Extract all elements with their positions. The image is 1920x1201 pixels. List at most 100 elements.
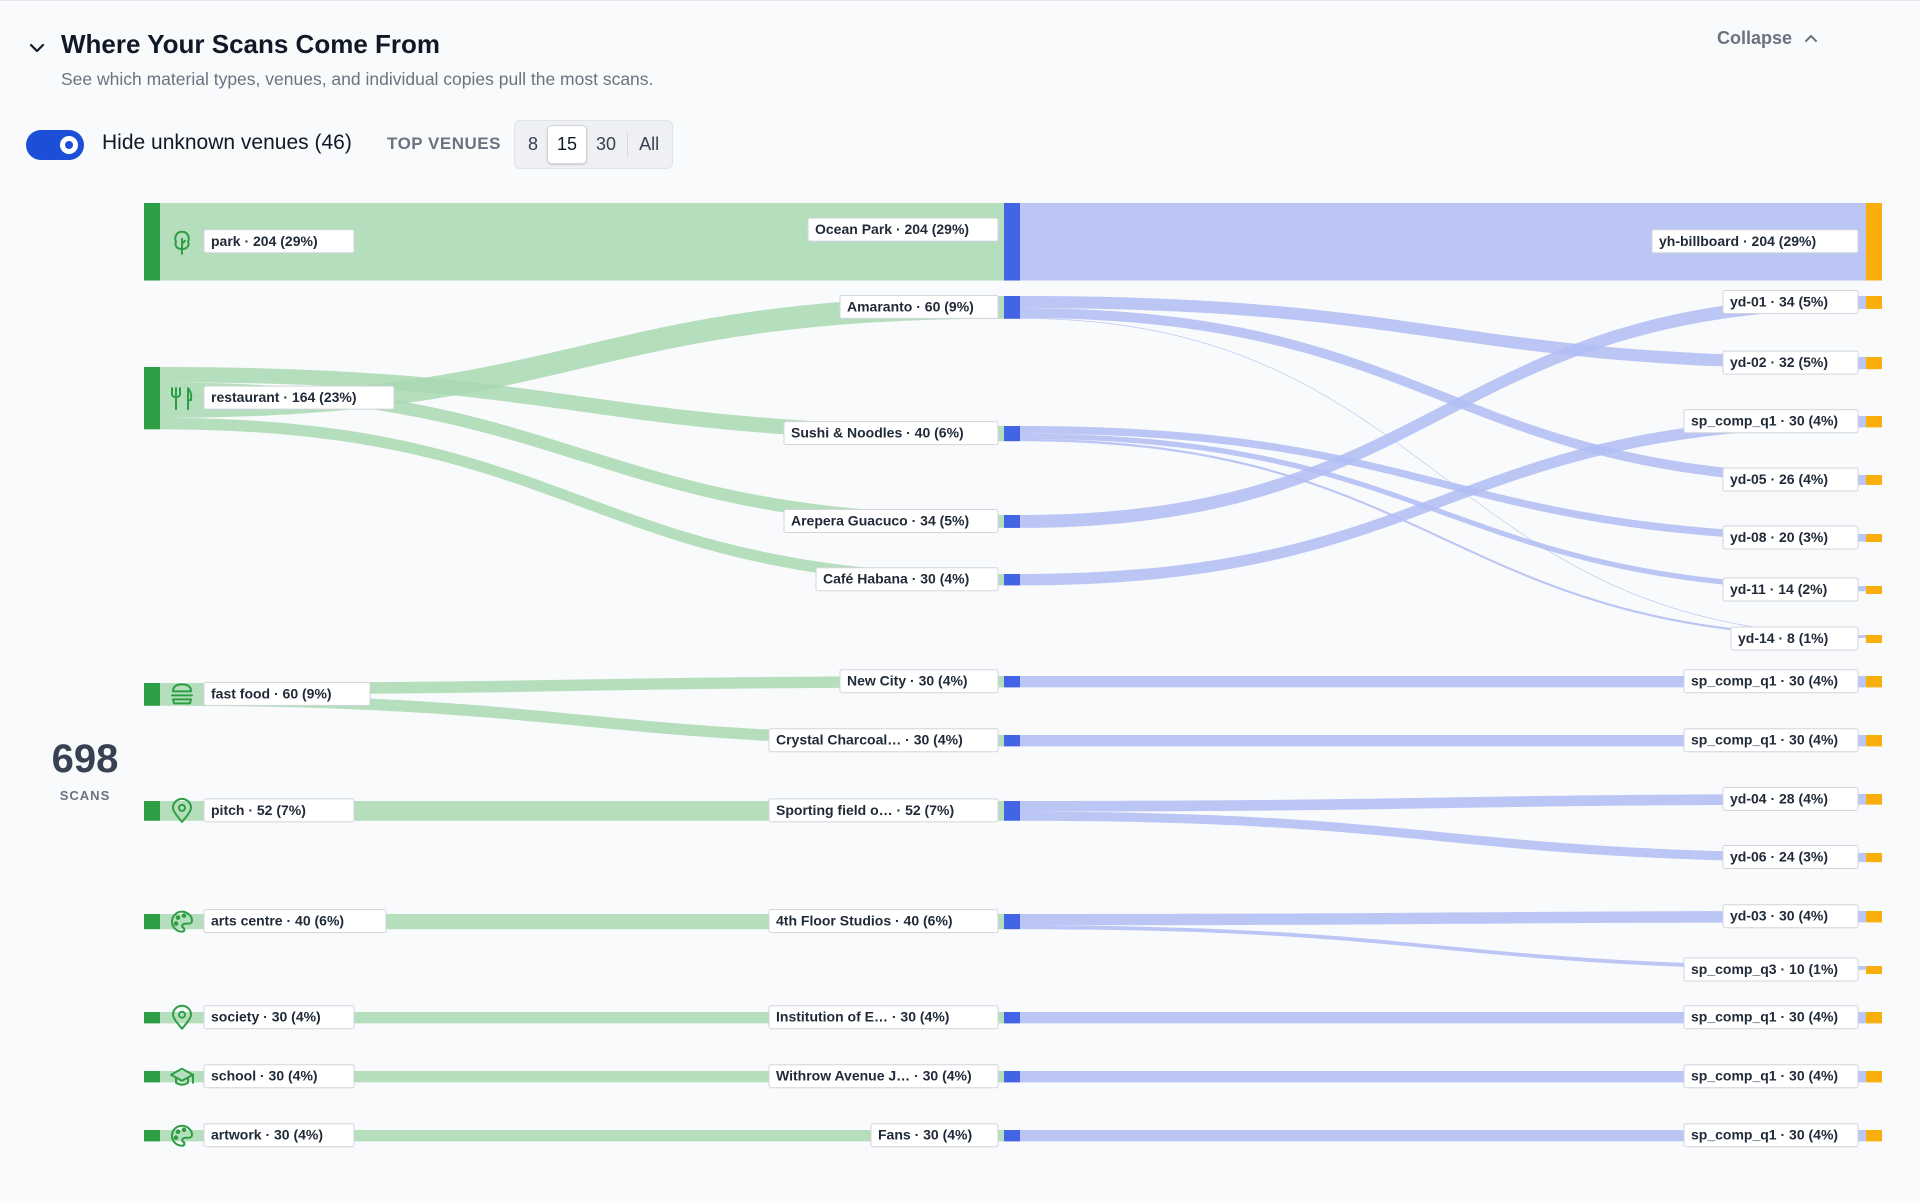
copy-node[interactable]	[1866, 1130, 1882, 1142]
category-label: arts centre · 40 (6%)	[203, 909, 387, 934]
venue-copy-link[interactable]	[1020, 811, 1866, 863]
copy-label-text: yd-11 · 14 (2%)	[1730, 581, 1827, 597]
copy-label: yd-11 · 14 (2%)	[1722, 577, 1859, 602]
category-label: society · 30 (4%)	[203, 1005, 355, 1030]
venue-label: Fans · 30 (4%)	[870, 1123, 999, 1148]
venue-copy-link[interactable]	[1020, 318, 1866, 636]
category-node[interactable]	[144, 914, 160, 930]
venue-copy-link[interactable]	[1020, 794, 1866, 812]
copy-node[interactable]	[1866, 966, 1882, 974]
category-node[interactable]	[144, 1130, 160, 1142]
category-label-text: restaurant · 164 (23%)	[211, 389, 357, 405]
copy-node[interactable]	[1866, 296, 1882, 309]
top-venues-option-15[interactable]: 15	[547, 125, 588, 164]
category-node[interactable]	[144, 1071, 160, 1083]
venue-label: Institution of E… · 30 (4%)	[768, 1005, 999, 1030]
venue-copy-link[interactable]	[1020, 433, 1866, 592]
copy-label: yd-06 · 24 (3%)	[1722, 845, 1859, 870]
venue-node[interactable]	[1004, 574, 1020, 586]
venue-node[interactable]	[1004, 426, 1020, 442]
venue-node[interactable]	[1004, 801, 1020, 821]
category-label-text: arts centre · 40 (6%)	[211, 913, 344, 929]
copy-label-text: sp_comp_q1 · 30 (4%)	[1691, 732, 1838, 748]
copy-label: yd-14 · 8 (1%)	[1730, 626, 1859, 651]
venue-copy-link[interactable]	[1020, 416, 1866, 586]
toggle-knob	[60, 136, 78, 154]
collapse-button[interactable]: Collapse	[1717, 28, 1820, 49]
copy-label: sp_comp_q1 · 30 (4%)	[1683, 728, 1859, 753]
venue-copy-link[interactable]	[1020, 1130, 1866, 1142]
copy-label-text: sp_comp_q1 · 30 (4%)	[1691, 673, 1838, 689]
venue-copy-link[interactable]	[1020, 438, 1866, 639]
total-scans-value: 698	[51, 737, 119, 781]
copy-label-text: sp_comp_q1 · 30 (4%)	[1691, 413, 1838, 429]
top-venues-option-30[interactable]: 30	[596, 134, 617, 154]
venue-copy-link[interactable]	[1020, 308, 1866, 485]
category-venue-link[interactable]	[160, 676, 1004, 695]
copy-node[interactable]	[1866, 635, 1882, 643]
venue-node[interactable]	[1004, 1012, 1020, 1024]
venue-copy-link[interactable]	[1020, 676, 1866, 688]
category-node[interactable]	[144, 1012, 160, 1024]
category-node[interactable]	[144, 683, 160, 706]
category-label: fast food · 60 (9%)	[203, 681, 371, 706]
venue-node[interactable]	[1004, 1130, 1020, 1142]
graduation-cap-icon	[170, 1067, 194, 1086]
panel-subtitle: See which material types, venues, and in…	[61, 69, 654, 89]
category-label: pitch · 52 (7%)	[203, 798, 355, 823]
palette-icon	[171, 1124, 193, 1147]
copy-node[interactable]	[1866, 534, 1882, 542]
copy-node[interactable]	[1866, 1012, 1882, 1024]
copy-node[interactable]	[1866, 853, 1882, 863]
copy-node[interactable]	[1866, 357, 1882, 370]
hide-unknown-toggle[interactable]	[26, 130, 84, 160]
venue-copy-link[interactable]	[1020, 925, 1866, 970]
copy-label-text: yd-01 · 34 (5%)	[1730, 293, 1828, 309]
category-venue-link[interactable]	[160, 1130, 1004, 1142]
category-label: park · 204 (29%)	[203, 229, 355, 254]
venue-node[interactable]	[1004, 296, 1020, 319]
copy-node[interactable]	[1866, 911, 1882, 923]
copy-label-text: yd-08 · 20 (3%)	[1730, 529, 1828, 545]
chevron-down-icon[interactable]	[26, 37, 48, 59]
copy-label: yd-04 · 28 (4%)	[1722, 786, 1859, 811]
copy-node[interactable]	[1866, 586, 1882, 594]
venue-copy-link[interactable]	[1020, 735, 1866, 747]
venue-node[interactable]	[1004, 676, 1020, 688]
top-venues-option-all[interactable]: All	[639, 134, 660, 154]
venue-label-text: Sporting field o… · 52 (7%)	[776, 802, 954, 818]
copy-node[interactable]	[1866, 203, 1882, 281]
copy-node[interactable]	[1866, 676, 1882, 688]
venue-node[interactable]	[1004, 515, 1020, 528]
venue-node[interactable]	[1004, 1071, 1020, 1083]
copy-node[interactable]	[1866, 475, 1882, 485]
fork-knife-icon	[171, 387, 193, 411]
copy-label-text: yd-06 · 24 (3%)	[1730, 849, 1828, 865]
venue-node[interactable]	[1004, 735, 1020, 747]
venue-node[interactable]	[1004, 203, 1020, 281]
copy-node[interactable]	[1866, 794, 1882, 805]
category-node[interactable]	[144, 367, 160, 430]
hide-unknown-label: Hide unknown venues (46)	[102, 131, 352, 154]
venue-copy-link[interactable]	[1020, 1071, 1866, 1083]
category-venue-link[interactable]	[160, 203, 1004, 281]
venue-copy-link[interactable]	[1020, 1012, 1866, 1024]
category-venue-link[interactable]	[160, 382, 1004, 528]
category-venue-link[interactable]	[160, 417, 1004, 586]
copy-node[interactable]	[1866, 416, 1882, 428]
venue-copy-link[interactable]	[1020, 296, 1866, 528]
copy-node[interactable]	[1866, 735, 1882, 747]
top-venues-selector: 8 15 30 All	[514, 120, 674, 169]
top-venues-option-8[interactable]: 8	[528, 134, 539, 154]
copy-node[interactable]	[1866, 1071, 1882, 1083]
venue-label-text: Institution of E… · 30 (4%)	[776, 1009, 949, 1025]
category-node[interactable]	[144, 203, 160, 281]
venue-copy-link[interactable]	[1020, 911, 1866, 926]
venue-label-text: Sushi & Noodles · 40 (6%)	[791, 425, 964, 441]
category-node[interactable]	[144, 801, 160, 821]
venue-label-text: Withrow Avenue J… · 30 (4%)	[776, 1068, 972, 1084]
venue-copy-link[interactable]	[1020, 296, 1866, 370]
venue-copy-link[interactable]	[1020, 426, 1866, 542]
venue-node[interactable]	[1004, 914, 1020, 930]
venue-copy-link[interactable]	[1020, 203, 1866, 281]
